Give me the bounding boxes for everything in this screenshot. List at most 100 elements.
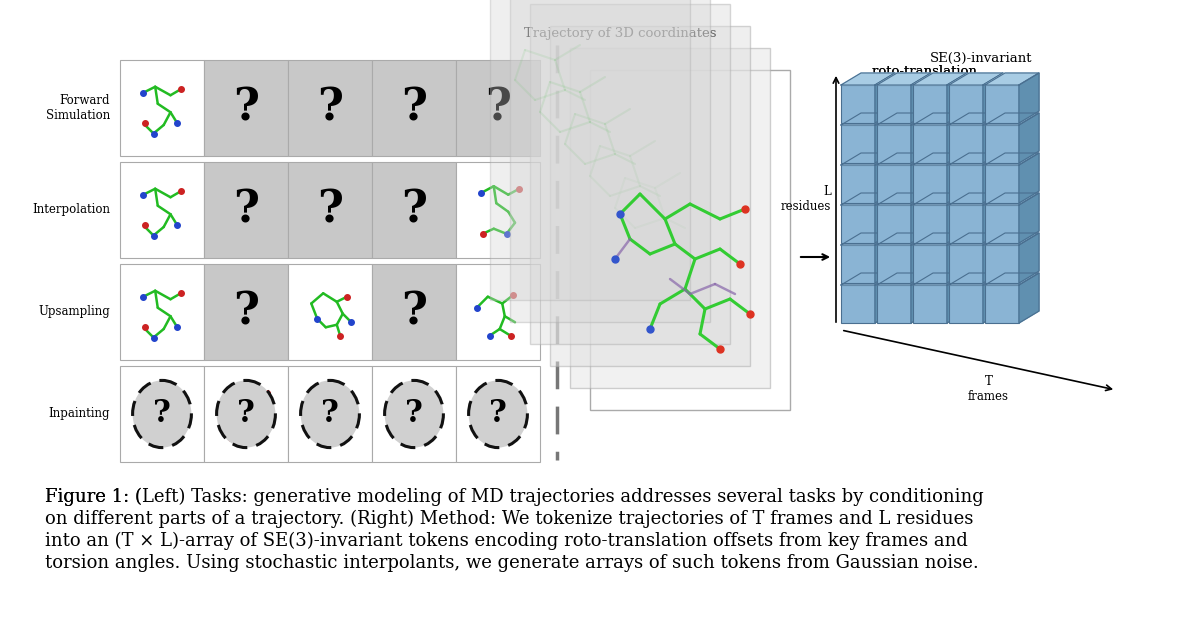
Bar xyxy=(550,26,751,366)
Polygon shape xyxy=(875,153,895,203)
Bar xyxy=(456,162,540,258)
Bar xyxy=(913,165,947,203)
Polygon shape xyxy=(983,73,1004,123)
Bar xyxy=(288,162,372,258)
Text: ?: ? xyxy=(405,399,423,429)
Bar xyxy=(530,4,730,344)
Text: ?: ? xyxy=(238,399,255,429)
Polygon shape xyxy=(949,193,1004,205)
Bar xyxy=(288,60,372,156)
Polygon shape xyxy=(913,193,967,205)
Text: Upsampling: Upsampling xyxy=(38,305,110,319)
Polygon shape xyxy=(842,233,895,245)
Polygon shape xyxy=(985,233,1039,245)
Polygon shape xyxy=(1019,273,1039,323)
Ellipse shape xyxy=(300,381,359,448)
Text: Figure 1: (Left: Figure 1: (Left xyxy=(45,488,178,506)
Text: ?: ? xyxy=(489,399,507,429)
Text: Inpainting: Inpainting xyxy=(48,408,110,421)
Bar xyxy=(456,60,540,156)
Polygon shape xyxy=(911,113,931,163)
Bar xyxy=(570,48,769,388)
Polygon shape xyxy=(911,193,931,243)
Text: ?: ? xyxy=(401,188,427,232)
Polygon shape xyxy=(842,273,895,285)
Polygon shape xyxy=(985,153,1039,165)
Polygon shape xyxy=(947,73,967,123)
Polygon shape xyxy=(985,193,1039,205)
Polygon shape xyxy=(983,113,1004,163)
Polygon shape xyxy=(842,193,895,205)
Bar xyxy=(372,264,456,360)
Polygon shape xyxy=(983,193,1004,243)
Polygon shape xyxy=(949,153,1004,165)
Text: into an (T × L)-array of SE(3)-invariant tokens encoding roto-translation offset: into an (T × L)-array of SE(3)-invariant… xyxy=(45,532,968,550)
Text: Forward
Simulation: Forward Simulation xyxy=(46,94,110,122)
Polygon shape xyxy=(877,153,931,165)
Ellipse shape xyxy=(384,381,443,448)
Text: torsion angles. Using stochastic interpolants, we generate arrays of such tokens: torsion angles. Using stochastic interpo… xyxy=(45,554,979,572)
Polygon shape xyxy=(949,273,1004,285)
Bar xyxy=(877,285,911,323)
Polygon shape xyxy=(877,233,931,245)
Bar xyxy=(204,264,288,360)
Text: ?: ? xyxy=(233,86,259,130)
Polygon shape xyxy=(1019,233,1039,283)
Bar xyxy=(491,0,690,300)
Text: Interpolation: Interpolation xyxy=(32,203,110,217)
Bar xyxy=(985,165,1019,203)
Text: ?: ? xyxy=(233,290,259,334)
Bar xyxy=(985,85,1019,123)
Polygon shape xyxy=(913,233,967,245)
Bar xyxy=(913,125,947,163)
Bar xyxy=(842,245,875,283)
Polygon shape xyxy=(842,73,895,85)
Bar xyxy=(204,366,288,462)
Polygon shape xyxy=(949,73,1004,85)
Bar xyxy=(372,162,456,258)
Polygon shape xyxy=(947,153,967,203)
Text: ?: ? xyxy=(401,86,427,130)
Bar xyxy=(985,205,1019,243)
Polygon shape xyxy=(842,153,895,165)
Text: ?: ? xyxy=(317,188,343,232)
Polygon shape xyxy=(947,193,967,243)
Ellipse shape xyxy=(468,381,527,448)
Polygon shape xyxy=(913,113,967,125)
Polygon shape xyxy=(1019,113,1039,163)
Polygon shape xyxy=(911,233,931,283)
Bar xyxy=(877,85,911,123)
Bar xyxy=(877,125,911,163)
Polygon shape xyxy=(911,273,931,323)
Text: ?: ? xyxy=(317,86,343,130)
Polygon shape xyxy=(913,273,967,285)
Polygon shape xyxy=(875,73,895,123)
Bar xyxy=(509,0,710,322)
Bar xyxy=(913,285,947,323)
Bar xyxy=(121,264,204,360)
Text: SE(3)-invariant: SE(3)-invariant xyxy=(930,52,1032,65)
Bar xyxy=(985,125,1019,163)
Text: ?: ? xyxy=(322,399,339,429)
Polygon shape xyxy=(947,273,967,323)
Bar xyxy=(842,165,875,203)
Polygon shape xyxy=(985,73,1039,85)
Text: ?: ? xyxy=(485,86,511,130)
Polygon shape xyxy=(983,233,1004,283)
Bar xyxy=(842,285,875,323)
Polygon shape xyxy=(949,113,1004,125)
Bar xyxy=(288,366,372,462)
Polygon shape xyxy=(842,113,895,125)
Bar xyxy=(877,165,911,203)
Text: Figure 1: (: Figure 1: ( xyxy=(45,488,142,506)
Bar xyxy=(372,366,456,462)
Text: roto-translation: roto-translation xyxy=(872,65,981,78)
Polygon shape xyxy=(1019,193,1039,243)
Bar xyxy=(949,245,983,283)
Polygon shape xyxy=(1019,73,1039,123)
Polygon shape xyxy=(947,233,967,283)
Polygon shape xyxy=(985,113,1039,125)
Polygon shape xyxy=(983,153,1004,203)
Bar xyxy=(456,366,540,462)
Bar xyxy=(985,245,1019,283)
